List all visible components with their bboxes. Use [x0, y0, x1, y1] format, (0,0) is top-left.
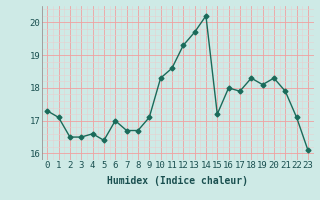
X-axis label: Humidex (Indice chaleur): Humidex (Indice chaleur): [107, 176, 248, 186]
